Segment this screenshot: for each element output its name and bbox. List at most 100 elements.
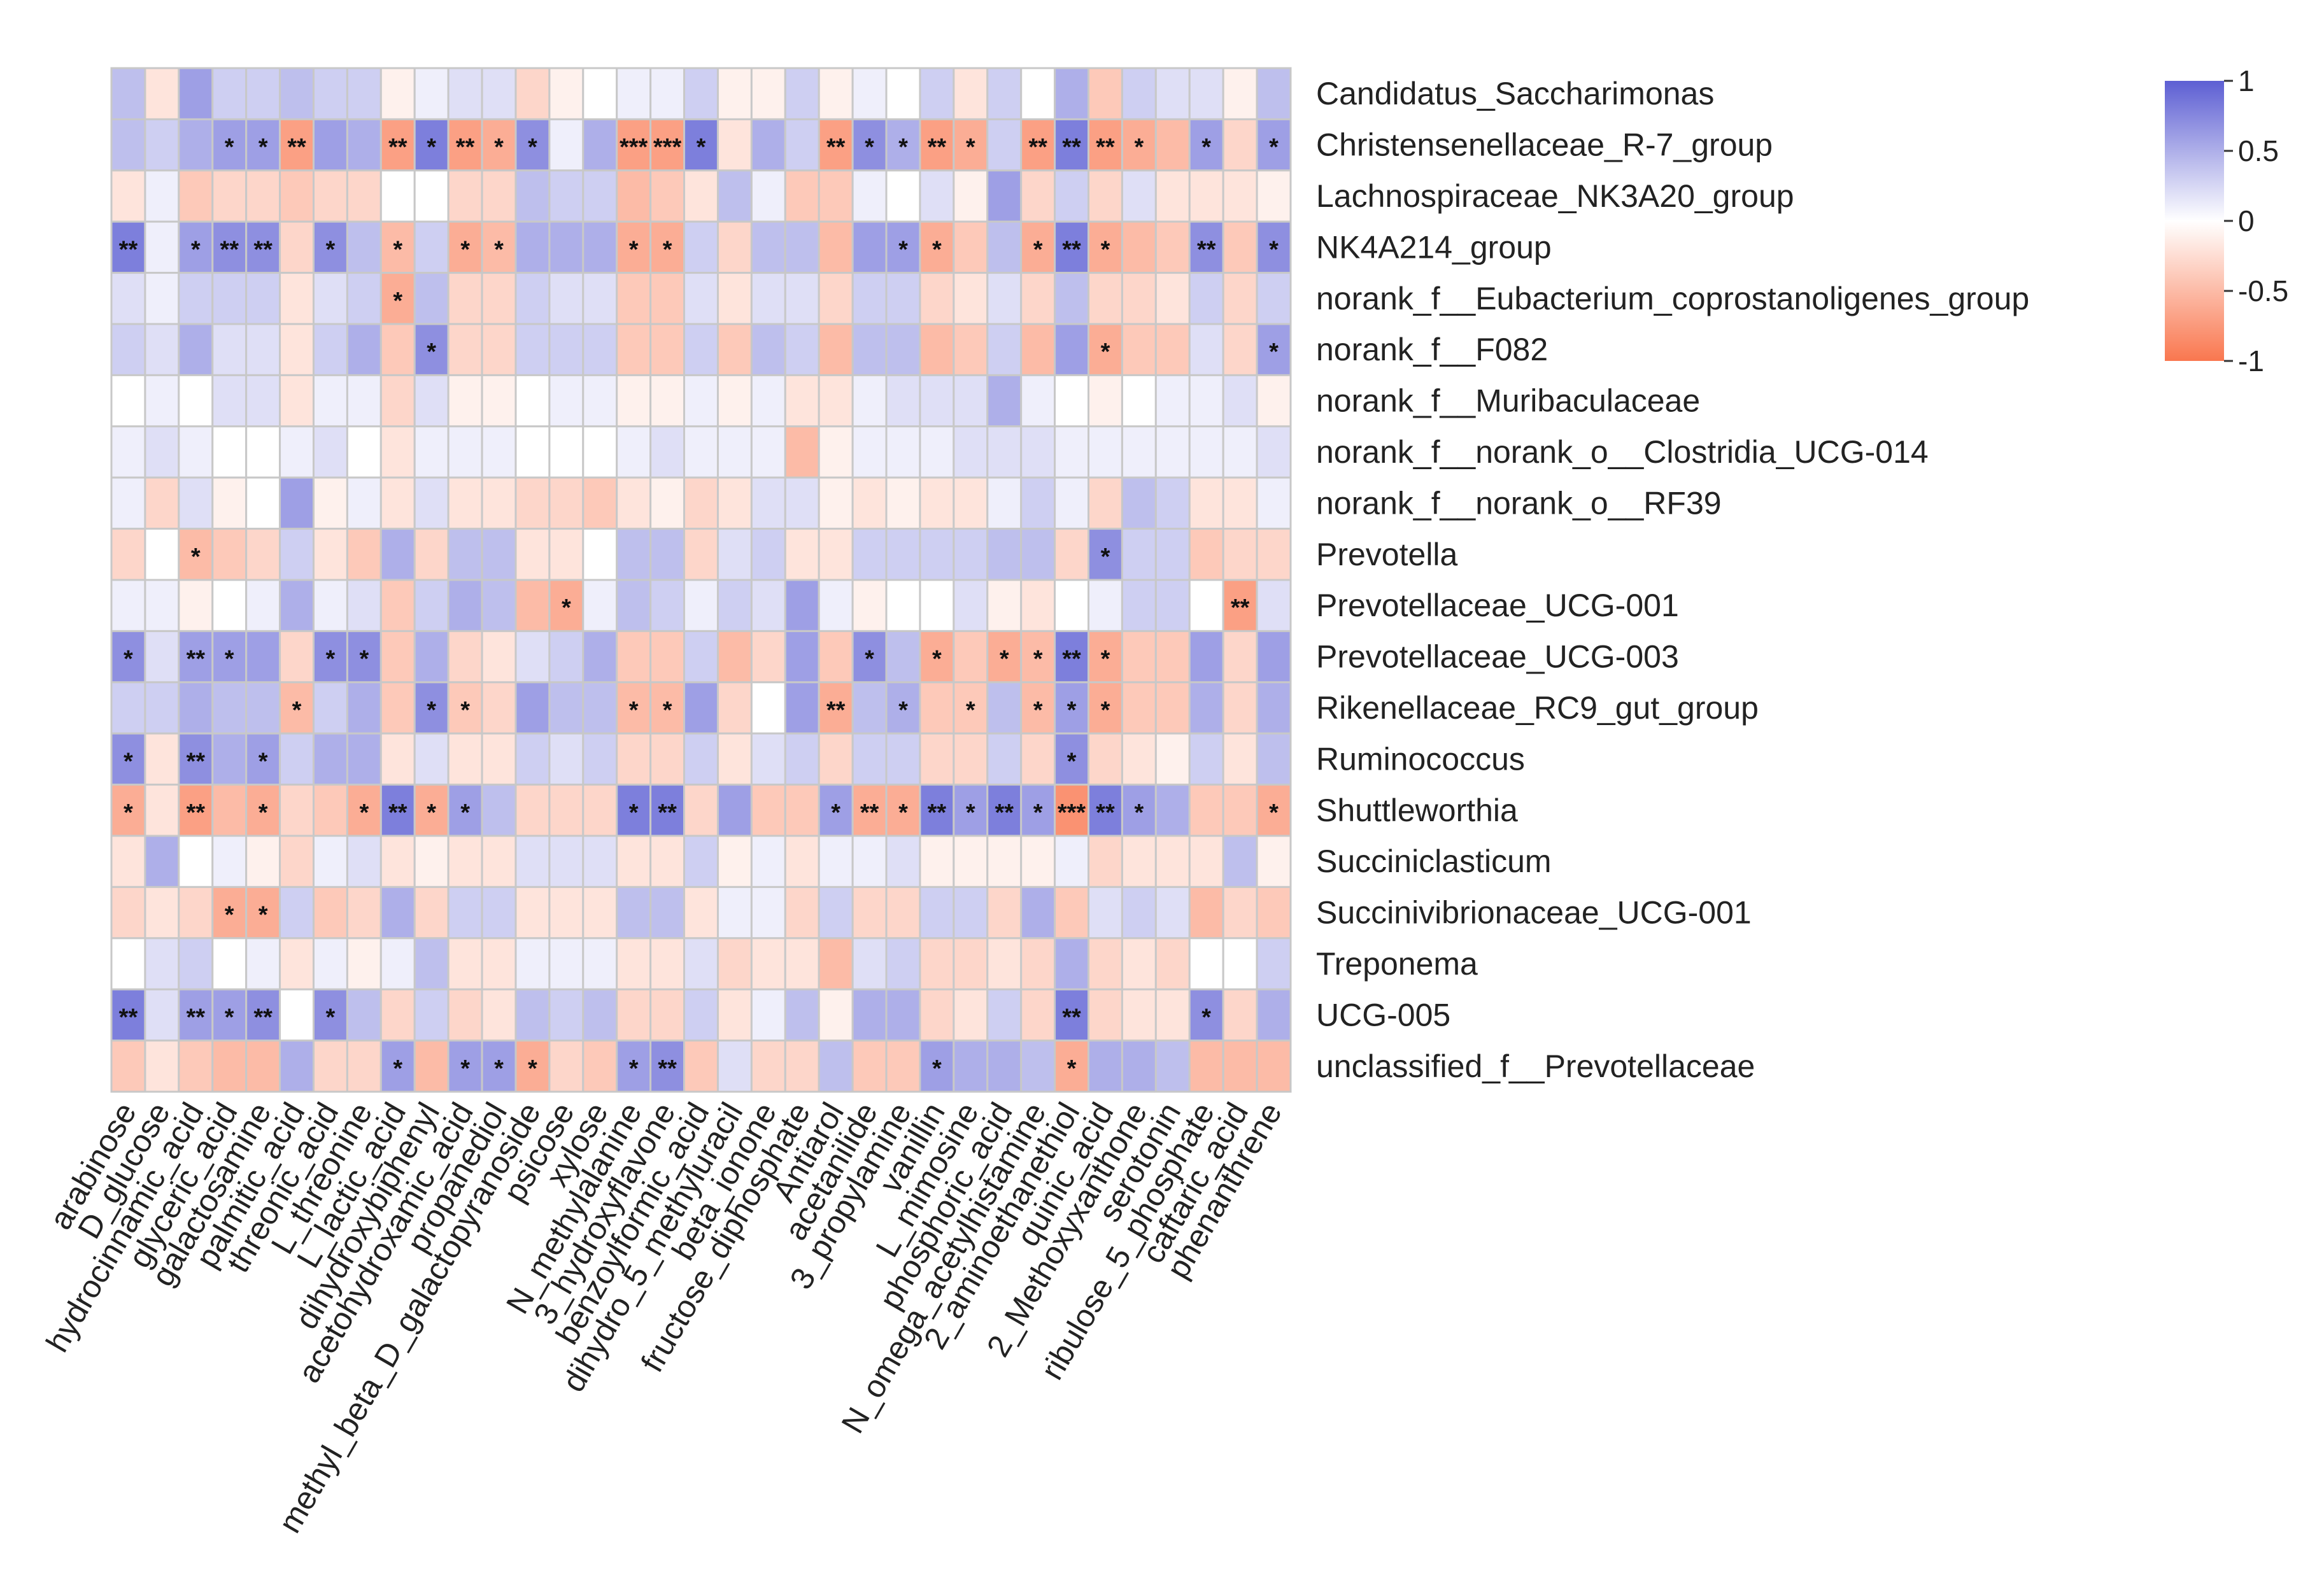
heatmap-cell [1121, 374, 1157, 428]
heatmap-cell [1154, 528, 1191, 581]
heatmap-cell [481, 323, 517, 376]
heatmap-cell [211, 835, 248, 888]
row-label: norank_f__Eubacterium_coprostanoligenes_… [1316, 281, 2029, 316]
heatmap-cell [716, 169, 753, 223]
heatmap-cell [919, 425, 955, 479]
heatmap-cell [548, 937, 585, 991]
heatmap-cell [144, 220, 180, 274]
significance-mark: * [697, 134, 706, 161]
heatmap-cell [818, 67, 854, 120]
heatmap-cell [1154, 835, 1191, 888]
heatmap-cell [885, 885, 921, 940]
significance-mark: *** [620, 134, 648, 161]
heatmap-cell [649, 272, 686, 325]
heatmap-cell [616, 937, 652, 991]
heatmap-cell [582, 732, 618, 786]
heatmap-cell [784, 220, 820, 274]
heatmap-cell [514, 118, 551, 172]
heatmap-cell [413, 220, 450, 274]
heatmap-cell [1020, 784, 1056, 837]
significance-mark: ** [826, 134, 846, 161]
significance-mark: * [359, 800, 369, 826]
heatmap-cell [211, 630, 248, 684]
heatmap-cell [582, 169, 618, 223]
row-label: Prevotellaceae_UCG-001 [1316, 588, 1679, 623]
heatmap-cell [683, 220, 719, 274]
heatmap-cell [481, 425, 517, 479]
heatmap-cell [683, 630, 719, 684]
significance-mark: * [393, 1055, 402, 1082]
heatmap-cell [683, 169, 719, 223]
significance-mark: * [898, 697, 908, 724]
heatmap-cell [447, 732, 483, 786]
heatmap-cell [582, 425, 618, 479]
heatmap-cell [953, 272, 989, 325]
heatmap-cell [784, 988, 820, 1042]
significance-mark: * [124, 748, 133, 775]
heatmap-cell [481, 169, 517, 223]
heatmap-cell [245, 579, 281, 632]
heatmap-cell [1088, 988, 1123, 1042]
heatmap-cell [481, 1040, 517, 1093]
significance-mark: ** [253, 1004, 273, 1031]
significance-mark: ** [187, 800, 206, 826]
heatmap-cell [144, 528, 180, 581]
heatmap-cell [986, 681, 1023, 735]
heatmap-cell [649, 835, 686, 888]
heatmap-cell [683, 374, 719, 428]
row-label: norank_f__Muribaculaceae [1316, 383, 1700, 419]
significance-mark: * [966, 800, 975, 826]
heatmap-cell [649, 118, 686, 172]
heatmap-cell [1121, 579, 1157, 632]
heatmap-cell [919, 732, 955, 786]
heatmap-cell [683, 988, 719, 1042]
significance-mark: * [359, 646, 369, 673]
heatmap-cell [144, 630, 180, 684]
heatmap-cell [245, 374, 281, 428]
heatmap-cell [986, 169, 1023, 223]
heatmap-cell [548, 272, 585, 325]
significance-mark: * [393, 236, 402, 263]
heatmap-cell [716, 885, 753, 940]
heatmap-cell [582, 67, 618, 120]
row-label: norank_f__F082 [1316, 332, 1548, 367]
heatmap-cell [447, 169, 483, 223]
heatmap-cell [1154, 988, 1191, 1042]
heatmap-cell [986, 1040, 1023, 1093]
heatmap-cell [110, 118, 146, 172]
heatmap-cell [211, 937, 248, 991]
heatmap-cell [750, 272, 786, 325]
heatmap-cell [1054, 732, 1090, 786]
significance-mark: * [1067, 748, 1077, 775]
heatmap-cell [885, 374, 921, 428]
significance-mark: * [460, 1055, 470, 1082]
heatmap-cell [346, 784, 382, 837]
heatmap-cell [953, 425, 989, 479]
heatmap-cell [279, 630, 315, 684]
heatmap-cell [1256, 988, 1292, 1042]
significance-mark: * [326, 1004, 336, 1031]
heatmap-cell [379, 937, 416, 991]
heatmap-cell [447, 630, 483, 684]
heatmap-cell [211, 784, 248, 837]
significance-mark: * [1033, 800, 1043, 826]
heatmap-cell [582, 784, 618, 837]
significance-mark: * [427, 697, 436, 724]
heatmap-cell [1020, 681, 1056, 735]
heatmap-cell [1088, 937, 1123, 991]
significance-mark: ** [1231, 595, 1250, 621]
heatmap-cell [986, 835, 1023, 888]
heatmap-cell [919, 272, 955, 325]
heatmap-cell [750, 988, 786, 1042]
heatmap-cell [1222, 784, 1258, 837]
significance-mark: * [663, 236, 672, 263]
heatmap-cell [211, 988, 248, 1042]
heatmap-cell [1154, 118, 1191, 172]
heatmap-cell [1154, 425, 1191, 479]
heatmap-cell [1020, 835, 1056, 888]
heatmap-cell [178, 323, 214, 376]
significance-mark: ** [928, 134, 947, 161]
heatmap-cell [953, 732, 989, 786]
significance-mark: * [1033, 236, 1043, 263]
